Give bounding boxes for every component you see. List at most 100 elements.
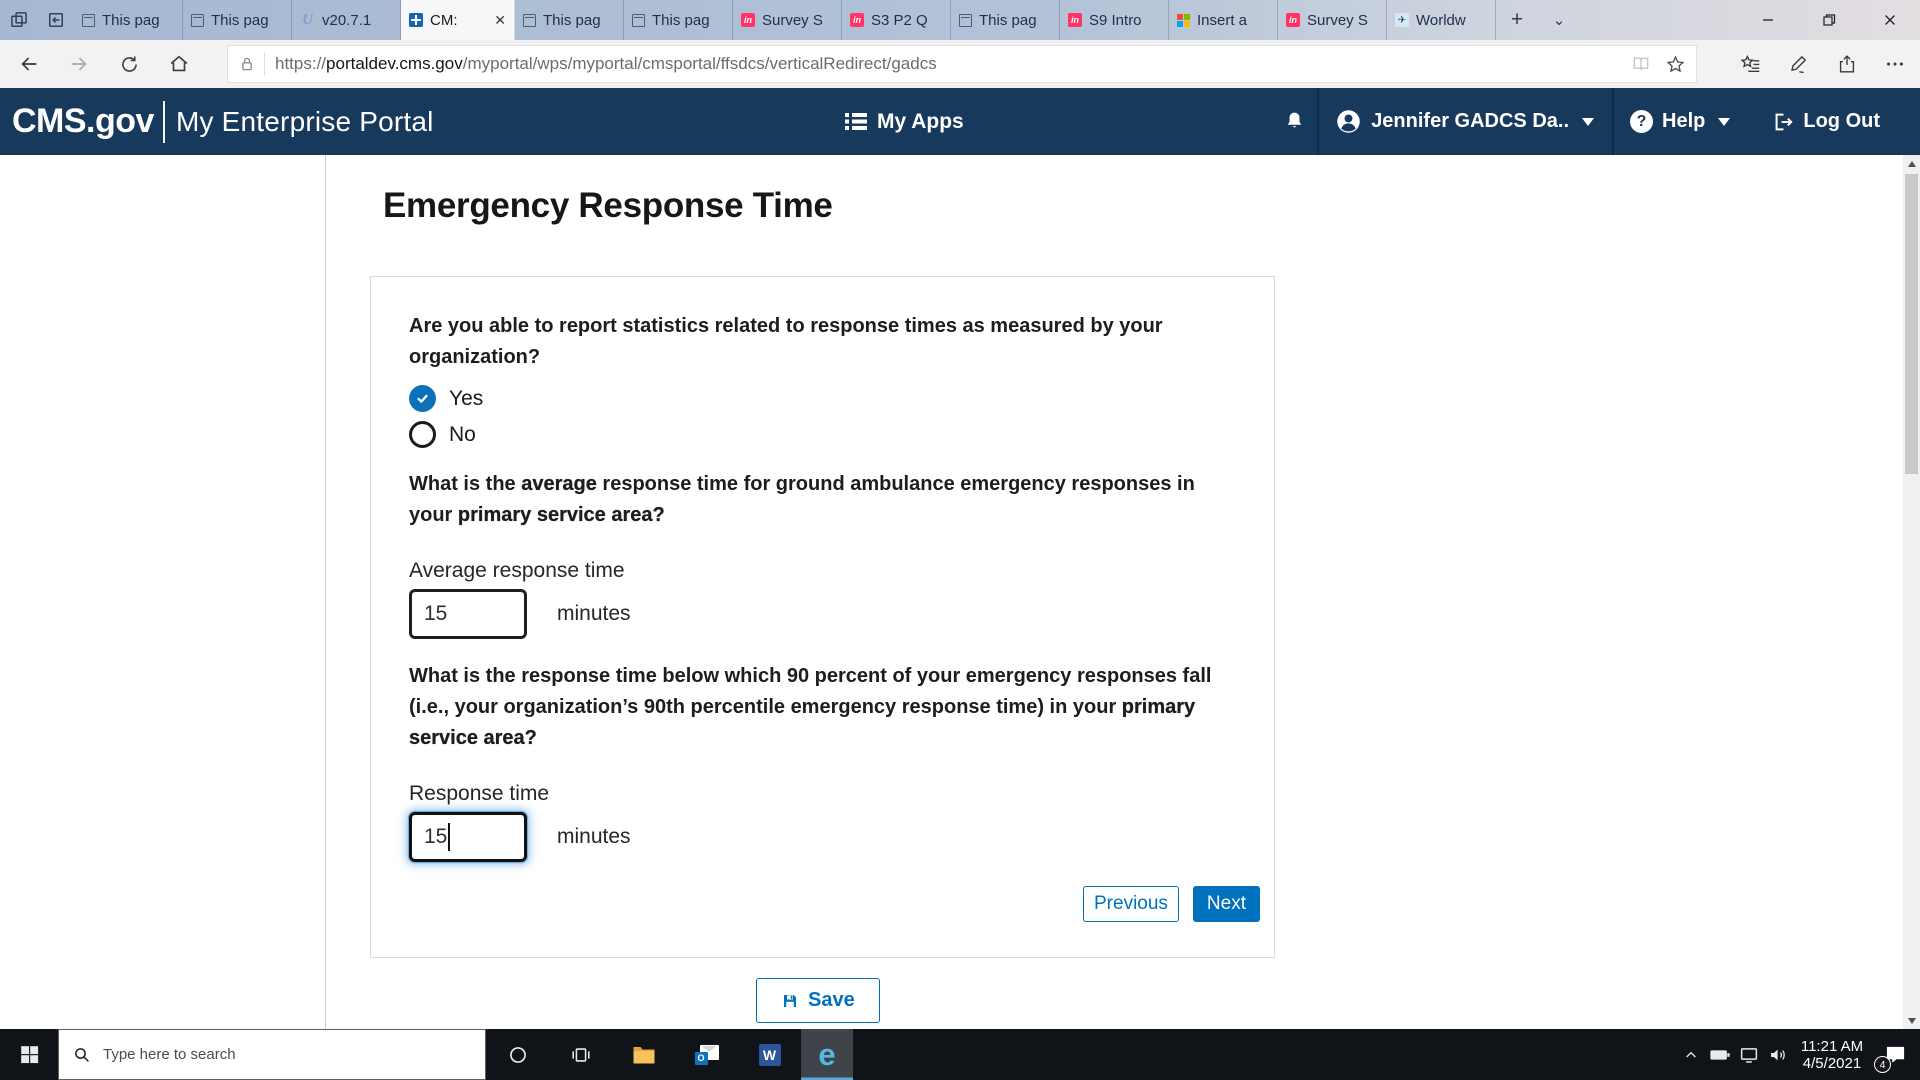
radio-selected-icon[interactable]: [409, 385, 436, 412]
tab-list-dropdown[interactable]: ⌄: [1552, 12, 1566, 29]
cms-favicon: [409, 13, 423, 27]
browser-tab[interactable]: This pag: [951, 0, 1060, 40]
favorite-star-icon[interactable]: [1665, 54, 1686, 75]
minutes-unit-label: minutes: [557, 602, 631, 625]
question-report-statistics: Are you able to report statistics relate…: [409, 315, 1163, 368]
radio-option-yes[interactable]: Yes: [409, 385, 1236, 412]
volume-status[interactable]: [1763, 1029, 1792, 1080]
home-button[interactable]: [156, 40, 202, 88]
tab-label: This pag: [543, 11, 601, 29]
browser-tab[interactable]: ✈ Worldw: [1387, 0, 1496, 40]
back-button[interactable]: [6, 40, 52, 88]
taskbar-clock[interactable]: 11:21 AM 4/5/2021: [1792, 1038, 1872, 1072]
browser-tab[interactable]: in Survey S: [733, 0, 842, 40]
browser-tab[interactable]: This pag: [515, 0, 624, 40]
browser-tab[interactable]: This pag: [624, 0, 733, 40]
browser-tab[interactable]: Insert a: [1169, 0, 1278, 40]
task-view-icon: [571, 1047, 590, 1062]
question-average-response-time: What is the average response time for gr…: [409, 473, 1195, 526]
favorites-hub-icon[interactable]: [1740, 53, 1762, 75]
action-center-button[interactable]: 4: [1872, 1029, 1918, 1080]
tray-expand-button[interactable]: [1676, 1029, 1705, 1080]
taskbar-search-input[interactable]: Type here to search: [58, 1029, 486, 1080]
file-explorer-button[interactable]: [612, 1029, 675, 1080]
network-status[interactable]: [1734, 1029, 1763, 1080]
browser-tab-active[interactable]: CM: ✕: [401, 0, 515, 40]
user-avatar-icon: [1337, 110, 1360, 133]
question-90th-percentile: What is the response time below which 90…: [409, 665, 1212, 749]
page-icon: [959, 13, 972, 27]
browser-tab[interactable]: in Survey S: [1278, 0, 1387, 40]
home-icon: [170, 55, 188, 72]
window-controls: [1737, 0, 1920, 40]
scroll-down-arrow[interactable]: [1903, 1012, 1920, 1029]
tab-preview-button[interactable]: [0, 0, 37, 40]
header-divider: [1612, 88, 1615, 155]
log-out-label: Log Out: [1803, 110, 1880, 132]
restore-icon: [1822, 14, 1835, 26]
radio-unselected-icon[interactable]: [409, 421, 436, 448]
header-divider: [1317, 88, 1320, 155]
help-icon: ?: [1630, 110, 1654, 133]
scrollbar-thumb[interactable]: [1905, 174, 1918, 474]
close-window-button[interactable]: [1859, 0, 1920, 40]
address-bar[interactable]: https://portaldev.cms.gov/myportal/wps/m…: [227, 45, 1697, 83]
folder-icon: [633, 1046, 654, 1063]
minimize-button[interactable]: [1737, 0, 1798, 40]
word-icon: W: [758, 1043, 781, 1066]
tab-close-icon[interactable]: ✕: [494, 11, 506, 28]
tab-label: This pag: [211, 11, 269, 29]
edge-button-active[interactable]: e: [801, 1029, 853, 1080]
clock-date: 4/5/2021: [1802, 1054, 1862, 1072]
tab-label: S3 P2 Q: [871, 11, 928, 29]
lock-icon: [242, 57, 252, 71]
help-label: Help: [1662, 110, 1706, 132]
share-icon[interactable]: [1836, 53, 1858, 75]
input-value: 15: [424, 825, 448, 848]
tab-label: S9 Intro: [1089, 11, 1142, 29]
start-button[interactable]: [0, 1029, 58, 1080]
page-icon: [191, 13, 204, 27]
clock-time: 11:21 AM: [1800, 1037, 1864, 1055]
word-button[interactable]: W: [738, 1029, 801, 1080]
airplane-icon: ✈: [1395, 13, 1409, 27]
my-apps-label: My Apps: [877, 109, 964, 133]
ink-pen-icon[interactable]: [1788, 53, 1810, 75]
radio-option-no[interactable]: No: [409, 421, 1236, 448]
tab-label: Survey S: [1307, 11, 1368, 29]
new-tab-button[interactable]: +: [1510, 8, 1524, 31]
tab-label: Insert a: [1197, 11, 1248, 29]
next-button[interactable]: Next: [1192, 886, 1260, 922]
user-menu[interactable]: Jennifer GADCS Da..: [1319, 108, 1612, 135]
cms-logo[interactable]: CMS.gov My Enterprise Portal: [12, 88, 434, 155]
reading-view-icon[interactable]: [1631, 54, 1651, 74]
forward-button[interactable]: [56, 40, 102, 88]
battery-status[interactable]: [1705, 1029, 1734, 1080]
tab-label: This pag: [979, 11, 1037, 29]
browser-tab[interactable]: This pag: [183, 0, 292, 40]
restore-button[interactable]: [1798, 0, 1859, 40]
average-response-time-input[interactable]: 15: [409, 589, 527, 639]
outlook-button[interactable]: O: [675, 1029, 738, 1080]
settings-ellipsis-icon[interactable]: [1884, 53, 1906, 75]
browser-tab[interactable]: This pag: [74, 0, 183, 40]
help-menu[interactable]: ? Help: [1614, 110, 1746, 133]
notifications-bell-button[interactable]: [1271, 88, 1317, 155]
response-time-input[interactable]: 15: [409, 812, 527, 862]
set-tabs-aside-button[interactable]: [37, 0, 74, 40]
save-button[interactable]: Save: [756, 978, 880, 1023]
log-out-button[interactable]: Log Out: [1746, 110, 1920, 133]
my-apps-button[interactable]: My Apps: [845, 88, 964, 155]
chevron-down-icon: [1582, 117, 1595, 126]
refresh-button[interactable]: [106, 40, 152, 88]
response-time-label: Response time: [409, 782, 550, 805]
browser-tab[interactable]: in S3 P2 Q: [842, 0, 951, 40]
bell-icon: [1287, 112, 1301, 128]
task-view-button[interactable]: [549, 1029, 612, 1080]
previous-button[interactable]: Previous: [1083, 886, 1179, 922]
scroll-up-arrow[interactable]: [1903, 155, 1920, 172]
cortana-button[interactable]: [486, 1029, 549, 1080]
browser-tab[interactable]: in S9 Intro: [1060, 0, 1169, 40]
vertical-scrollbar[interactable]: [1903, 155, 1920, 1029]
